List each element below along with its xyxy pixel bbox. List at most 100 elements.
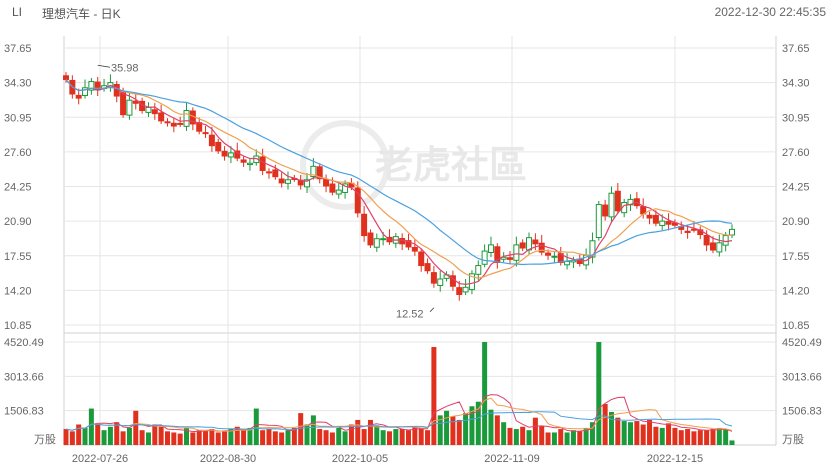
volume-bar <box>602 403 608 445</box>
volume-bar <box>88 408 94 445</box>
volume-bar <box>628 422 634 445</box>
volume-tick-label-right: 4520.49 <box>782 337 822 349</box>
volume-bar <box>653 426 659 445</box>
candle-body <box>208 134 215 147</box>
price-tick-label-right: 17.55 <box>782 251 810 263</box>
volume-bar <box>621 421 627 445</box>
candle-body <box>462 286 469 293</box>
volume-bar <box>336 427 342 445</box>
volume-bar <box>412 426 418 445</box>
volume-bar <box>589 422 595 445</box>
volume-bar <box>203 431 209 445</box>
volume-bar <box>266 429 272 445</box>
price-tick-label-left: 34.30 <box>4 78 32 90</box>
candle-body <box>437 278 444 286</box>
date-tick-label: 2022-07-26 <box>72 453 128 465</box>
volume-bar <box>209 429 215 445</box>
candle-body <box>551 255 558 258</box>
candle-body <box>170 122 177 127</box>
ma-line-ma5 <box>65 79 733 286</box>
candle-body <box>487 244 494 253</box>
candle-body <box>475 265 482 275</box>
volume-bar <box>310 415 316 445</box>
candle-body <box>323 179 330 187</box>
volume-bar <box>520 426 526 445</box>
candle-body <box>164 121 171 124</box>
volume-bar <box>513 429 519 445</box>
volume-bar <box>215 432 221 445</box>
volume-bar <box>247 427 253 445</box>
candle-body <box>221 150 228 157</box>
candle-body <box>380 238 387 241</box>
candle-body <box>411 246 418 252</box>
candle-body <box>709 242 716 251</box>
volume-bar <box>107 426 113 445</box>
volume-bar <box>475 401 481 445</box>
candle-body <box>202 132 209 135</box>
volume-bar <box>596 342 602 445</box>
volume-bar <box>253 408 259 445</box>
high-annotation-label: 35.98 <box>111 62 139 74</box>
volume-bar <box>425 430 431 445</box>
volume-bar <box>539 425 545 445</box>
candle-body <box>246 162 253 166</box>
candle-body <box>227 152 234 158</box>
candle-body <box>265 171 272 174</box>
volume-bar <box>69 431 75 445</box>
volume-bar <box>63 429 69 445</box>
candle-body <box>304 179 311 188</box>
volume-bar <box>507 427 513 445</box>
volume-bar <box>704 430 710 445</box>
volume-bar <box>342 431 348 445</box>
volume-bar <box>608 411 614 445</box>
volume-bar <box>184 427 190 445</box>
volume-bar <box>570 430 576 445</box>
volume-tick-label-left: 1506.83 <box>4 406 44 418</box>
volume-bar <box>228 429 234 445</box>
price-tick-label-right: 30.95 <box>782 112 810 124</box>
volume-bar <box>716 427 722 445</box>
low-annotation-label: 12.52 <box>396 309 424 321</box>
price-tick-label-right: 27.60 <box>782 147 810 159</box>
volume-bar <box>380 430 386 445</box>
volume-unit-right: 万股 <box>782 433 804 446</box>
volume-bar <box>729 440 735 445</box>
watermark-text: 老虎社區 <box>375 145 527 187</box>
volume-bar <box>697 430 703 445</box>
volume-bar <box>444 410 450 445</box>
ma-line-ma10 <box>65 79 733 279</box>
volume-bar <box>304 424 310 445</box>
volume-bar <box>95 424 101 445</box>
price-tick-label-left: 10.85 <box>4 320 32 332</box>
ma-line-ma20 <box>65 79 733 266</box>
high-annotation-line <box>97 64 111 68</box>
candle-body <box>278 178 285 184</box>
candle-body <box>126 99 133 116</box>
price-tick-label-right: 10.85 <box>782 320 810 332</box>
price-tick-label-right: 24.25 <box>782 182 810 194</box>
price-tick-label-left: 14.20 <box>4 285 32 297</box>
candle-body <box>145 106 152 113</box>
price-tick-label-left: 20.90 <box>4 216 32 228</box>
candle-body <box>373 238 380 248</box>
candle-body <box>177 122 184 125</box>
price-tick-label-left: 17.55 <box>4 251 32 263</box>
volume-bar <box>431 347 437 445</box>
volume-bar <box>456 419 462 445</box>
volume-bar <box>355 419 361 445</box>
candle-body <box>405 240 412 248</box>
candle-body <box>310 165 317 178</box>
volume-bar <box>640 424 646 445</box>
candle-body <box>316 166 323 180</box>
price-tick-label-left: 30.95 <box>4 112 32 124</box>
candle-body <box>646 214 653 219</box>
candle-body <box>120 92 127 116</box>
price-tick-label-right: 34.30 <box>782 78 810 90</box>
volume-bar <box>152 424 158 445</box>
volume-bar <box>659 427 665 445</box>
candle-body <box>272 169 279 178</box>
volume-bar <box>291 427 297 445</box>
timestamp: 2022-12-30 22:45:35 <box>714 5 826 19</box>
candle-body <box>608 192 615 218</box>
